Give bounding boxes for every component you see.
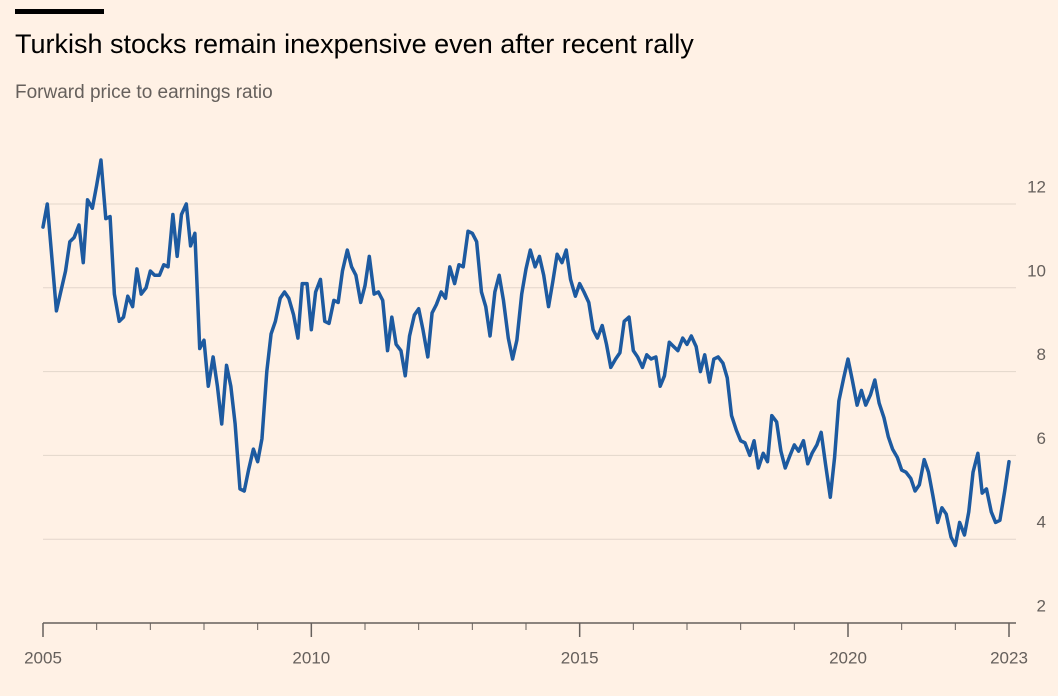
- price-earnings-line: [41, 158, 1011, 548]
- chart-subtitle: Forward price to earnings ratio: [15, 82, 273, 103]
- y-tick-label: 4: [1037, 513, 1046, 532]
- y-tick-label: 8: [1037, 345, 1046, 364]
- x-tick-label: 2015: [561, 648, 599, 667]
- x-tick-label: 2010: [292, 648, 330, 667]
- y-tick-label: 6: [1037, 429, 1046, 448]
- chart-title: Turkish stocks remain inexpensive even a…: [15, 29, 694, 59]
- x-tick-label: 2023: [990, 648, 1028, 667]
- y-tick-label: 10: [1027, 261, 1046, 280]
- y-tick-label: 12: [1027, 177, 1046, 196]
- y-tick-label: 2: [1037, 596, 1046, 615]
- x-tick-label: 2020: [829, 648, 867, 667]
- x-tick-label: 2005: [24, 648, 62, 667]
- title-bar: [15, 9, 104, 14]
